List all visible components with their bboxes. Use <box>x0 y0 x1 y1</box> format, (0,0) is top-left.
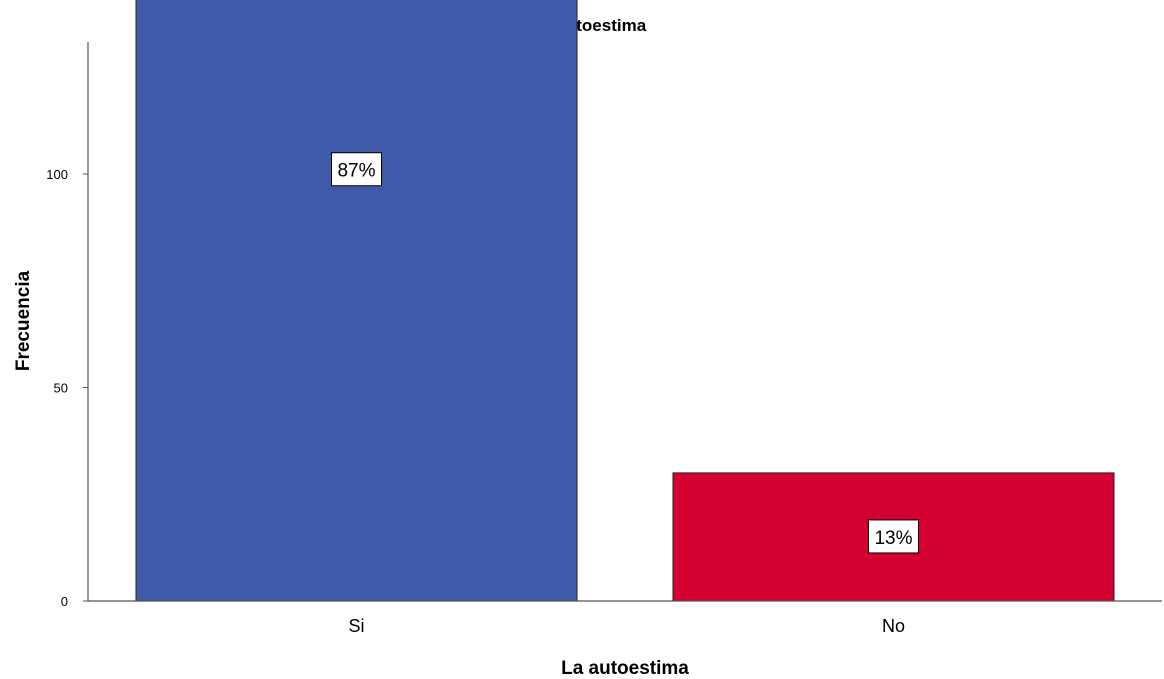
data-label: 87% <box>331 152 382 187</box>
data-label-box <box>331 152 382 187</box>
y-tick-label: 0 <box>61 594 68 609</box>
x-ticks-layer: Si No <box>348 616 905 636</box>
y-axis-title: Frecuencia <box>13 270 34 371</box>
bars-layer <box>135 0 1115 602</box>
data-labels-layer: 87% 13% <box>331 152 919 554</box>
x-tick-label: Si <box>348 616 364 636</box>
data-label: 13% <box>868 519 919 554</box>
x-axis-title: La autoestima <box>561 658 689 679</box>
x-tick-label: No <box>882 616 905 636</box>
bar-si <box>135 0 578 602</box>
y-tick-label: 100 <box>46 167 68 182</box>
data-label-text: 13% <box>874 528 912 549</box>
y-tick-label: 50 <box>54 381 68 396</box>
data-label-text: 87% <box>337 161 375 182</box>
data-label-box <box>868 519 919 554</box>
y-ticks-layer: 050100150200250 <box>46 167 88 609</box>
